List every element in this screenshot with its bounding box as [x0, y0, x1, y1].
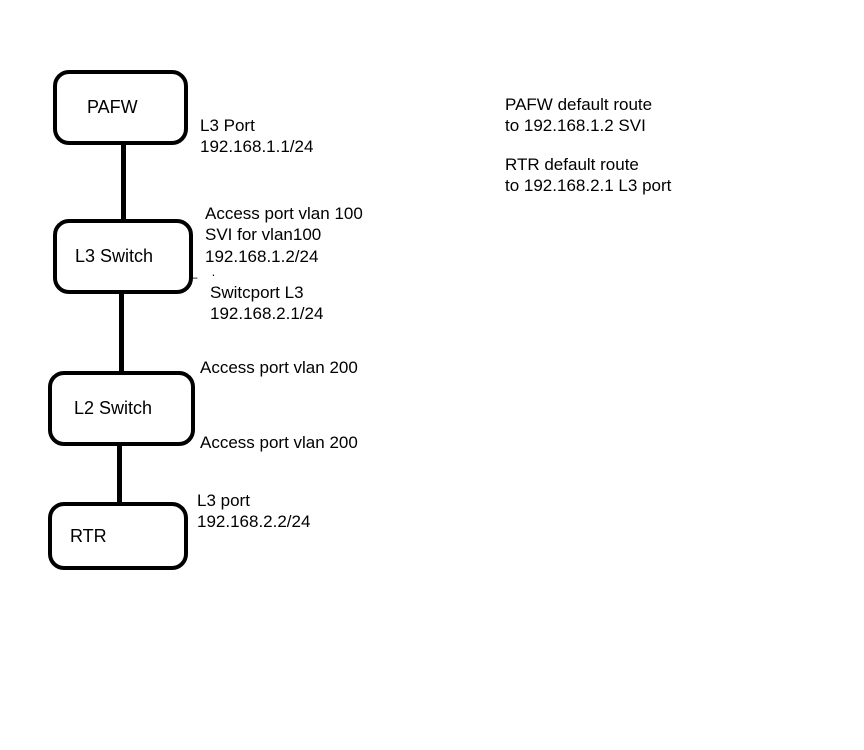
annot-routes-pafw: PAFW default route to 192.168.1.2 SVI: [505, 94, 652, 137]
annot-l2sw-bottom: Access port vlan 200: [200, 432, 358, 453]
annot-pafw-port: L3 Port 192.168.1.1/24: [200, 115, 313, 158]
annot-routes-rtr: RTR default route to 192.168.2.1 L3 port: [505, 154, 671, 197]
annot-l3sw-artifact: _ .: [190, 264, 215, 280]
node-rtr: RTR: [48, 502, 188, 570]
node-l2-switch: L2 Switch: [48, 371, 195, 446]
edge-pafw-l3switch: [121, 145, 126, 219]
annot-l2sw-top: Access port vlan 200: [200, 357, 358, 378]
annot-l3sw-top: Access port vlan 100 SVI for vlan100 192…: [205, 203, 363, 267]
node-pafw-label: PAFW: [57, 97, 138, 118]
edge-l2switch-rtr: [117, 446, 122, 502]
node-l3-switch-label: L3 Switch: [57, 246, 153, 267]
annot-l3sw-bottom: Switcport L3 192.168.2.1/24: [210, 282, 323, 325]
node-l2-switch-label: L2 Switch: [52, 398, 152, 419]
node-rtr-label: RTR: [52, 526, 107, 547]
node-pafw: PAFW: [53, 70, 188, 145]
edge-l3switch-l2switch: [119, 294, 124, 371]
annot-rtr-port: L3 port 192.168.2.2/24: [197, 490, 310, 533]
node-l3-switch: L3 Switch: [53, 219, 193, 294]
